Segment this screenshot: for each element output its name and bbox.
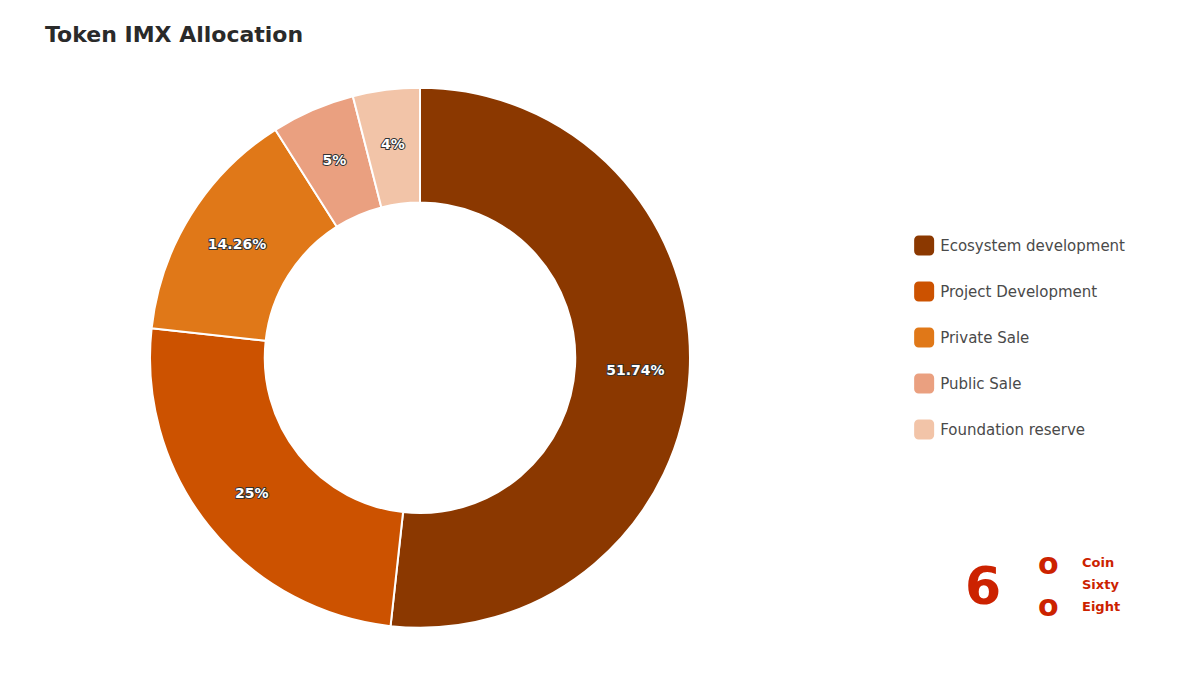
- svg-text:Eight: Eight: [1082, 599, 1120, 614]
- svg-text:o: o: [1038, 546, 1059, 581]
- svg-text:4%: 4%: [381, 136, 405, 152]
- svg-text:14.26%: 14.26%: [208, 236, 266, 252]
- svg-text:51.74%: 51.74%: [606, 362, 664, 378]
- svg-text:Sixty: Sixty: [1082, 577, 1119, 592]
- svg-text:Public Sale: Public Sale: [940, 375, 1021, 393]
- svg-text:Foundation reserve: Foundation reserve: [940, 421, 1085, 439]
- svg-text:Token IMX Allocation: Token IMX Allocation: [45, 22, 303, 47]
- svg-text:o: o: [1038, 588, 1059, 623]
- svg-text:5%: 5%: [322, 152, 346, 168]
- svg-text:Private Sale: Private Sale: [940, 329, 1029, 347]
- svg-text:Project Development: Project Development: [940, 283, 1097, 301]
- svg-text:Ecosystem development: Ecosystem development: [940, 237, 1125, 255]
- svg-text:6: 6: [965, 556, 1001, 616]
- svg-text:Coin: Coin: [1082, 555, 1114, 570]
- svg-text:25%: 25%: [235, 485, 269, 501]
